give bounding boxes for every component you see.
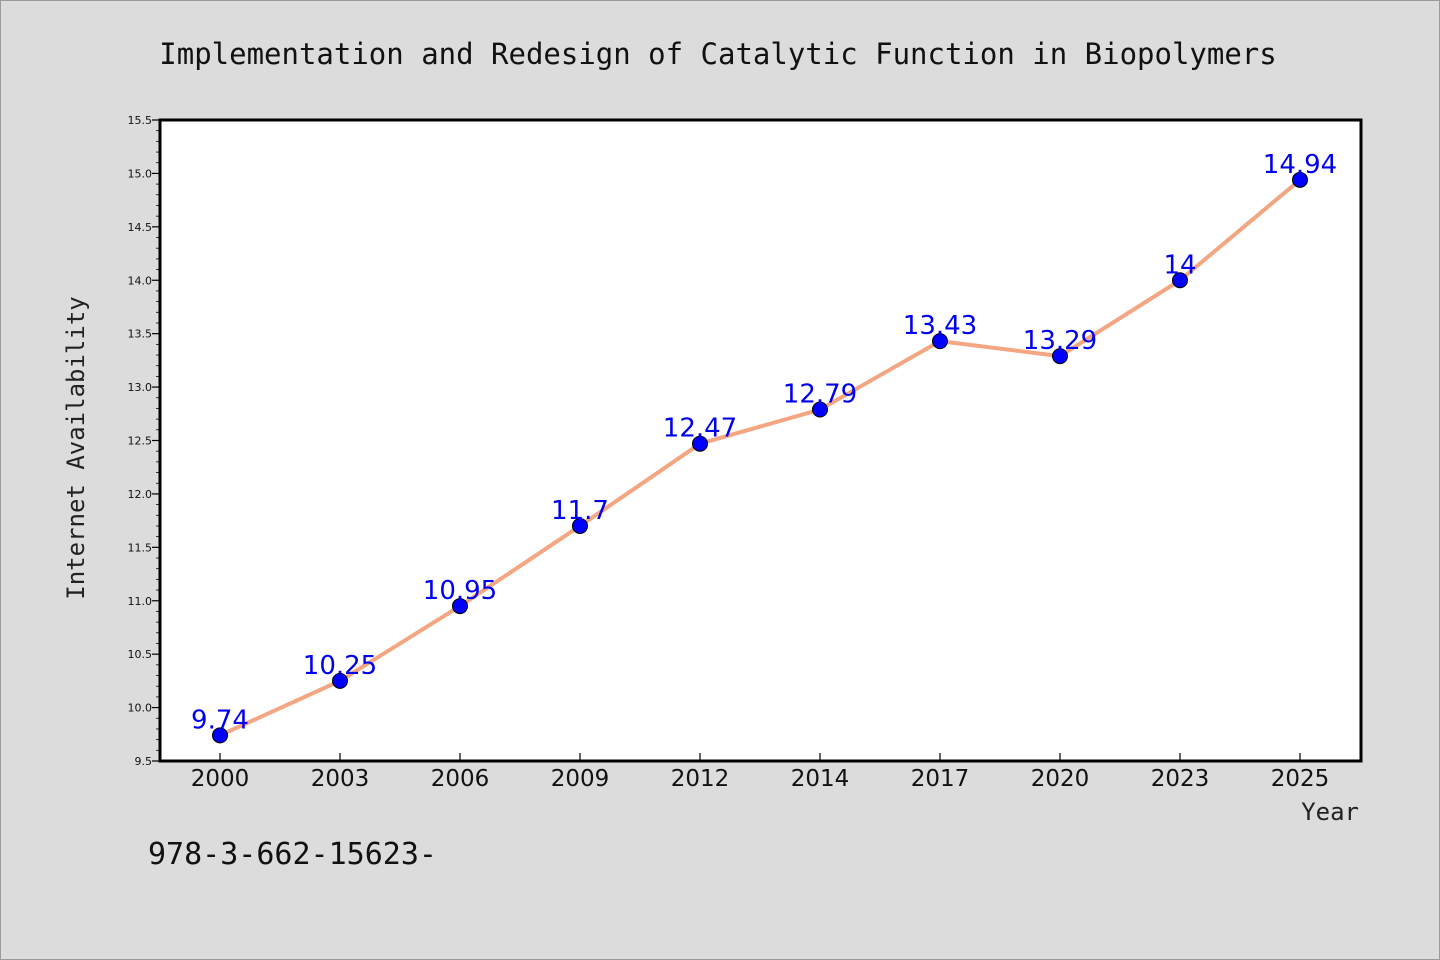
- x-tick-label: 2023: [1151, 766, 1210, 792]
- data-point: [1292, 171, 1308, 188]
- footer-isbn-text: 978-3-662-15623-: [148, 837, 437, 872]
- data-point: [812, 401, 828, 418]
- y-tick-label: 14.0: [128, 274, 153, 287]
- data-point: [932, 333, 948, 350]
- y-tick-label: 10.0: [128, 702, 153, 715]
- data-point: [692, 435, 708, 452]
- data-label: 14: [1163, 250, 1196, 280]
- y-axis: 9.5 10.0 10.5 11.0 11.5 12.0 12.5 13.0 13.5 14.0 1…: [128, 114, 160, 768]
- data-label: 12.79: [783, 380, 857, 410]
- y-tick-label: 13.0: [128, 381, 153, 394]
- x-axis: 2000 2003 2006 2009 2012 2014 2017 2020 2023 2025: [191, 753, 1330, 792]
- data-label: 11.7: [551, 496, 609, 526]
- y-tick-label: 10.5: [128, 648, 153, 661]
- y-tick-label: 15.0: [128, 167, 153, 180]
- x-tick-label: 2014: [791, 766, 850, 792]
- y-tick-label: 9.5: [135, 755, 153, 768]
- data-point: [572, 517, 588, 534]
- data-label: 13.43: [903, 311, 977, 341]
- y-tick-label: 12.5: [128, 435, 153, 448]
- y-tick-label: 12.0: [128, 488, 153, 501]
- chart-title: Implementation and Redesign of Catalytic…: [159, 37, 1276, 71]
- data-point: [452, 598, 468, 615]
- x-tick-label: 2012: [671, 766, 730, 792]
- data-label: 14.94: [1263, 150, 1337, 180]
- x-tick-label: 2003: [311, 766, 370, 792]
- y-tick-label: 11.0: [128, 595, 153, 608]
- data-point: [1172, 272, 1188, 289]
- data-label: 9.74: [191, 705, 249, 735]
- series-line: [218, 177, 1302, 738]
- x-axis-label: Year: [1301, 798, 1359, 826]
- x-tick-label: 2020: [1031, 766, 1090, 792]
- data-label: 12.47: [663, 414, 737, 444]
- x-tick-label: 2017: [911, 766, 970, 792]
- data-label: 13.29: [1023, 326, 1097, 356]
- series-layer: 9.74 10.25 10.95 11.7 12.47 12.79 13.43 13.29 14…: [191, 150, 1337, 744]
- y-tick-label: 13.5: [128, 328, 153, 341]
- data-point: [332, 672, 348, 689]
- x-tick-label: 2006: [431, 766, 490, 792]
- data-point: [1052, 348, 1068, 365]
- x-tick-label: 2009: [551, 766, 610, 792]
- data-label: 10.95: [423, 576, 497, 606]
- y-tick-label: 14.5: [128, 221, 153, 234]
- data-label: 10.25: [303, 651, 377, 681]
- y-tick-label: 11.5: [128, 541, 153, 554]
- y-tick-label: 15.5: [128, 114, 153, 127]
- x-tick-label: 2025: [1271, 766, 1330, 792]
- y-axis-label: Internet Availability: [62, 296, 90, 599]
- x-tick-label: 2000: [191, 766, 250, 792]
- plot-area: [158, 118, 1363, 763]
- data-point: [212, 727, 228, 744]
